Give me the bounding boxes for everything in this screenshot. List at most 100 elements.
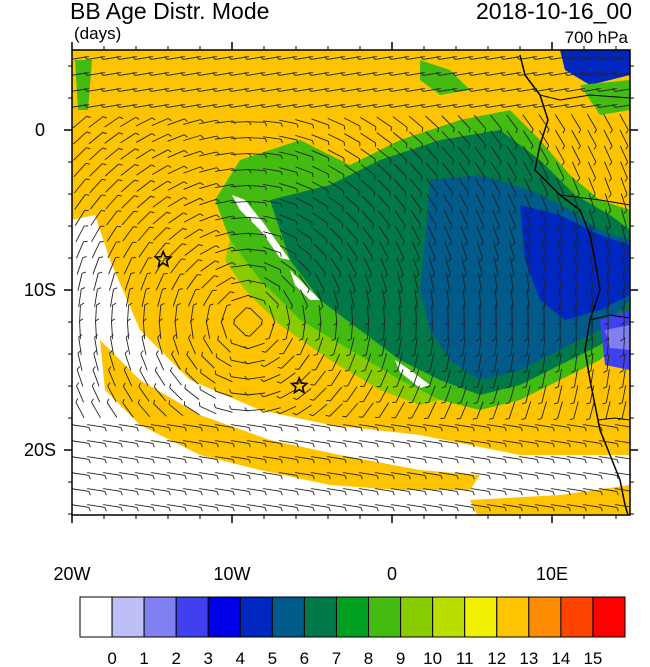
wind-barb-flag <box>232 427 235 432</box>
wind-barb <box>135 424 153 428</box>
wind-barb-flag <box>435 193 438 198</box>
wind-barb-flag <box>76 382 80 386</box>
wind-barb-flag <box>296 427 299 432</box>
wind-barb <box>431 320 433 340</box>
wind-barb <box>75 401 85 419</box>
wind-barb-flag <box>522 370 527 373</box>
wind-barb <box>375 424 393 428</box>
wind-barb <box>295 134 313 142</box>
wind-barb <box>619 129 629 147</box>
wind-barb-flag <box>484 56 488 60</box>
wind-barb <box>87 504 105 508</box>
wind-barb <box>151 504 169 508</box>
wind-barb <box>328 196 344 208</box>
wind-barb <box>263 168 281 172</box>
wind-barb <box>376 116 392 128</box>
wind-barb <box>540 193 548 211</box>
wind-barb-flag <box>405 143 408 148</box>
wind-barb <box>285 321 291 339</box>
wind-barb <box>415 304 417 324</box>
wind-barb <box>471 72 489 76</box>
wind-barb-flag <box>78 334 83 338</box>
wind-barb <box>522 146 534 162</box>
wind-barb <box>103 504 121 508</box>
wind-barb-flag <box>504 507 507 512</box>
star-markers <box>153 249 309 395</box>
wind-barb <box>199 56 217 60</box>
age-region-0-streak-1 <box>232 195 290 260</box>
wind-barb <box>136 195 152 209</box>
wind-barb <box>263 424 281 428</box>
wind-barb <box>169 387 183 401</box>
wind-barb <box>551 440 569 444</box>
wind-barb <box>141 289 147 307</box>
wind-barb-flag <box>325 414 330 417</box>
wind-barb-flag <box>122 398 125 403</box>
wind-barb <box>444 241 452 259</box>
wind-barb-flag <box>164 72 168 76</box>
wind-barb <box>183 504 201 508</box>
wind-barb <box>407 56 425 60</box>
wind-barb <box>188 337 196 355</box>
wind-barb <box>622 273 626 291</box>
wind-barb <box>471 440 489 444</box>
wind-barb <box>205 321 211 339</box>
wind-barb-flag <box>509 306 514 310</box>
wind-barb-flag <box>372 56 376 60</box>
wind-barb <box>567 456 585 460</box>
wind-barb <box>443 209 453 227</box>
wind-barb <box>346 242 358 258</box>
wind-barb <box>119 504 137 508</box>
wind-barb <box>439 104 457 108</box>
wind-barb <box>392 116 408 128</box>
wind-barb <box>279 104 297 108</box>
wind-barb <box>183 472 201 476</box>
wind-barb <box>396 369 404 387</box>
wind-barb-flag <box>408 491 411 496</box>
wind-barb <box>72 456 89 460</box>
wind-barb <box>381 289 387 307</box>
wind-barb-flag <box>434 225 437 230</box>
wind-barb-flag <box>394 354 399 357</box>
wind-barb-flag <box>200 182 204 186</box>
wind-barb-flag <box>577 177 581 182</box>
wind-barb <box>519 440 537 444</box>
wind-barb-flag <box>585 418 590 421</box>
wind-barb <box>551 504 569 508</box>
wind-barb-flag <box>520 427 523 432</box>
wind-barb <box>343 104 361 108</box>
wind-barb <box>409 147 423 161</box>
wind-barb <box>279 214 297 222</box>
wind-barb-flag <box>421 127 424 132</box>
wind-barb <box>231 72 249 76</box>
wind-barb <box>282 290 294 306</box>
wind-barb <box>140 353 148 371</box>
wind-barb <box>190 305 194 323</box>
wind-barb-flag <box>536 427 539 432</box>
wind-barb <box>409 178 423 194</box>
wind-barb-flag <box>532 56 536 60</box>
wind-barb <box>471 424 489 428</box>
wind-barb <box>439 488 457 492</box>
colorbar-label: 3 <box>204 649 213 667</box>
wind-barb-flag <box>104 443 107 448</box>
wind-barb-flag <box>520 475 523 480</box>
wind-barb-flag <box>376 491 379 496</box>
wind-barb-flag <box>388 104 392 108</box>
wind-barb <box>72 104 89 108</box>
map-datetime: 2018-10-16_00 <box>475 0 632 24</box>
wind-barb-flag <box>383 290 387 294</box>
wind-barb-flag <box>527 242 532 246</box>
wind-barb <box>427 401 437 419</box>
wind-barb <box>343 117 361 127</box>
wind-barb <box>427 209 437 227</box>
wind-barb <box>410 210 422 226</box>
wind-barb-flag <box>460 322 465 326</box>
wind-barb <box>233 323 247 337</box>
wind-barb-flag <box>499 145 502 150</box>
wind-barb-flag <box>329 354 334 357</box>
wind-barb-flag <box>420 56 424 60</box>
wind-barb <box>136 180 152 192</box>
wind-barb-flag <box>479 258 483 262</box>
wind-barb-flag <box>150 180 156 183</box>
